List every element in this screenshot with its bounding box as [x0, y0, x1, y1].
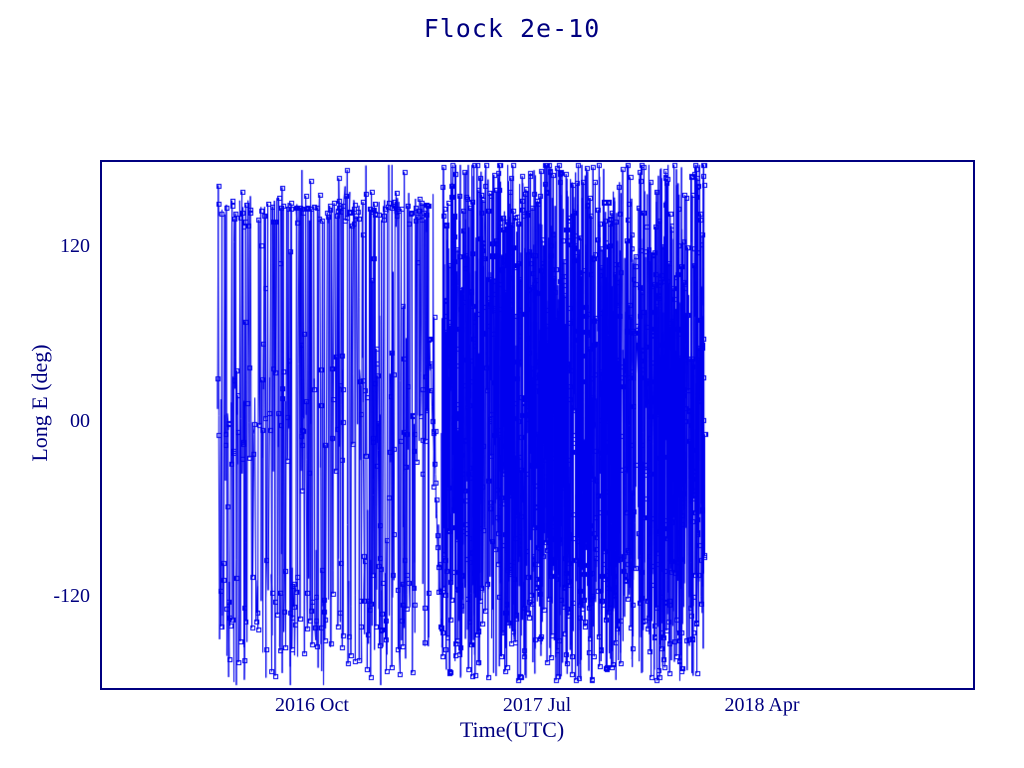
page-title: Flock 2e-10	[423, 14, 601, 43]
x-axis-title: Time(UTC)	[459, 717, 565, 742]
x-tick-label: 2016 Oct	[275, 694, 349, 716]
y-tick-label: -120	[53, 585, 90, 607]
y-tick-label-group: 120 00 -120	[22, 0, 90, 768]
y-tick-label: 00	[70, 410, 90, 432]
x-tick-label: 2017 Jul	[502, 694, 572, 716]
scatter-plot-canvas	[102, 162, 973, 688]
y-tick-label: 120	[60, 235, 90, 257]
plot-frame	[100, 160, 975, 690]
x-tick-label: 2018 Apr	[724, 694, 800, 716]
